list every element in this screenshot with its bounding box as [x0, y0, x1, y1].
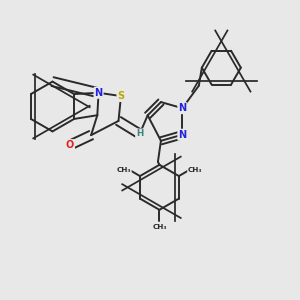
Text: N: N	[178, 103, 186, 113]
Text: CH₃: CH₃	[188, 167, 203, 173]
Text: N: N	[178, 130, 186, 140]
Text: N: N	[94, 88, 103, 98]
Text: H: H	[136, 129, 143, 138]
Text: S: S	[117, 91, 124, 101]
Text: CH₃: CH₃	[116, 167, 131, 173]
Text: O: O	[66, 140, 74, 150]
Text: CH₃: CH₃	[152, 224, 167, 230]
